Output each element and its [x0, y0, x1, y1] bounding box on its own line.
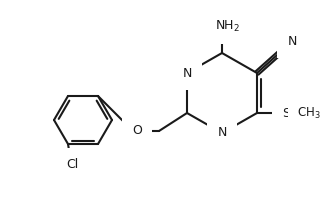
Text: S: S: [282, 107, 290, 120]
Text: NH$_2$: NH$_2$: [214, 19, 239, 33]
Text: O: O: [132, 125, 142, 138]
Text: Cl: Cl: [66, 157, 78, 170]
Text: N: N: [182, 67, 192, 80]
Text: N: N: [287, 34, 297, 47]
Text: CH$_3$: CH$_3$: [297, 105, 321, 121]
Text: N: N: [217, 126, 227, 139]
